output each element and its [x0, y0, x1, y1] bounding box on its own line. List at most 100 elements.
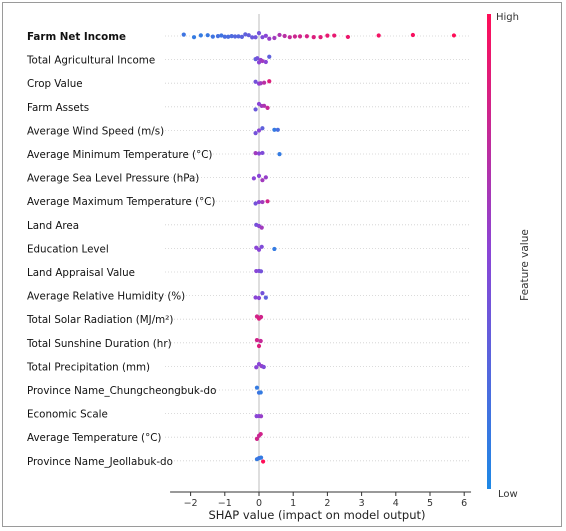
feature-label: Average Wind Speed (m/s)	[27, 125, 164, 137]
shap-point	[258, 338, 263, 344]
feature-label: Province Name_Chungcheongbuk-do	[27, 385, 216, 397]
feature-label: Land Appraisal Value	[27, 267, 135, 279]
x-tick-label: −1	[218, 498, 232, 509]
shap-point	[253, 79, 258, 84]
feature-label: Average Relative Humidity (%)	[27, 291, 185, 303]
shap-point	[256, 31, 262, 36]
shap-point	[304, 34, 309, 39]
shap-point	[181, 32, 186, 37]
shap-point	[262, 80, 267, 85]
shap-point	[256, 343, 262, 349]
shap-point	[345, 34, 351, 40]
shap-point	[222, 34, 227, 39]
shap-point	[254, 365, 259, 370]
feature-label: Farm Assets	[27, 102, 89, 114]
shap-point	[253, 35, 258, 40]
shap-point	[243, 32, 248, 37]
shap-point	[332, 33, 337, 38]
shap-point	[210, 34, 215, 39]
shap-point	[236, 34, 241, 39]
shap-point	[253, 131, 258, 136]
shap-point	[282, 33, 287, 39]
shap-point	[251, 176, 256, 181]
shap-point	[325, 33, 330, 38]
x-tick-label: 2	[324, 498, 330, 509]
shap-point	[253, 107, 258, 112]
colorbar-low-label: Low	[498, 489, 518, 500]
shap-point	[376, 33, 381, 38]
shap-point	[258, 390, 263, 395]
shap-point	[253, 151, 258, 156]
feature-label: Total Agricultural Income	[26, 55, 155, 67]
shap-point	[267, 36, 272, 41]
shap-point	[263, 33, 268, 38]
shap-point	[258, 431, 263, 437]
shap-point	[258, 414, 264, 419]
shap-point	[275, 127, 280, 132]
shap-point	[277, 32, 282, 38]
feature-label: Economic Scale	[27, 409, 108, 421]
shap-point	[267, 54, 272, 59]
shap-point	[239, 34, 244, 39]
x-axis-label: SHAP value (impact on model output)	[208, 508, 425, 522]
chart-frame	[2, 2, 562, 527]
shap-point	[256, 247, 262, 252]
shap-point	[272, 127, 277, 132]
shap-point	[205, 33, 210, 38]
feature-label: Total Solar Radiation (MJ/m²)	[26, 314, 173, 326]
x-tick-label: 1	[290, 498, 296, 509]
x-axis-ticks: −2 −1 0 1 2 3 4 5 6	[184, 492, 467, 509]
shap-point	[261, 459, 266, 464]
shap-point	[256, 151, 262, 156]
shap-point	[260, 178, 265, 183]
shap-point	[191, 35, 197, 40]
shap-point	[258, 455, 264, 460]
x-tick-label: 3	[359, 498, 365, 509]
shap-point	[232, 34, 238, 39]
x-tick-label: 4	[393, 498, 399, 509]
feature-label: Total Sunshine Duration (hr)	[26, 338, 172, 350]
shap-point	[226, 34, 231, 39]
shap-point	[258, 269, 264, 274]
shap-point	[256, 128, 262, 133]
x-tick-label: 6	[461, 498, 467, 509]
feature-label: Average Temperature (°C)	[27, 432, 161, 444]
shap-point	[272, 35, 277, 41]
shap-point	[451, 33, 457, 38]
shap-point	[258, 314, 264, 320]
shap-point	[254, 337, 260, 343]
feature-label: Average Minimum Temperature (°C)	[27, 149, 212, 161]
feature-label: Province Name_Jeollabuk-do	[27, 456, 173, 468]
shap-point	[229, 34, 234, 39]
shap-point	[259, 244, 264, 249]
feature-label: Total Precipitation (mm)	[26, 361, 150, 373]
shap-point	[256, 199, 262, 205]
colorbar-high-label: High	[496, 12, 519, 23]
shap-point	[253, 295, 258, 300]
shap-point	[250, 35, 255, 40]
shap-point	[260, 58, 265, 64]
shap-point	[410, 32, 415, 38]
shap-point	[292, 34, 298, 39]
shap-point	[256, 295, 262, 301]
shap-point	[219, 33, 224, 38]
x-tick-label: 5	[427, 498, 433, 509]
shap-point	[246, 33, 251, 38]
data-points	[181, 31, 457, 464]
colorbar	[487, 14, 491, 489]
shap-point	[260, 35, 265, 40]
shap-point	[198, 33, 203, 38]
shap-point	[255, 56, 260, 61]
feature-label: Average Sea Level Pressure (hPa)	[27, 173, 199, 185]
feature-label: Crop Value	[27, 78, 83, 90]
shap-point	[254, 436, 260, 441]
shap-point	[267, 79, 272, 84]
shap-point	[311, 35, 316, 40]
feature-rows: Farm Net Income Total Agricultural Income…	[26, 31, 470, 468]
shap-point	[261, 364, 266, 370]
feature-label: Land Area	[27, 220, 79, 232]
x-tick-label: 0	[256, 498, 262, 509]
shap-point	[260, 199, 265, 205]
shap-point	[263, 295, 268, 300]
